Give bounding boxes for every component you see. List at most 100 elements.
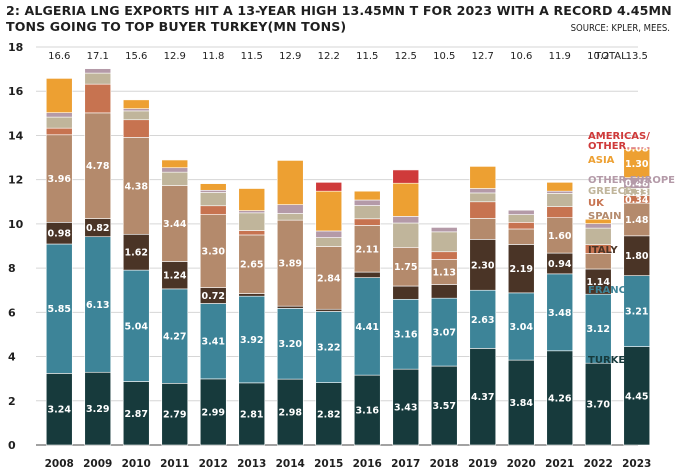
bar-value-label: 6.13	[86, 300, 109, 311]
bar-segment	[430, 297, 458, 367]
bar-segment	[122, 119, 150, 138]
bar-segment	[392, 285, 420, 300]
bar-value-label: 2.98	[279, 408, 303, 419]
bar-stack-2015: 2.82 3.22 2.84	[315, 182, 343, 446]
bar-value-label: 1.80	[625, 251, 649, 262]
bar-segment	[315, 308, 343, 312]
bar-value-label: 1.60	[548, 231, 572, 242]
bar-value-label: 5.85	[48, 304, 71, 315]
bar-segment	[469, 289, 497, 349]
legend-entry-turkey: TURKEY	[588, 355, 633, 366]
x-tick-label: 2015	[314, 458, 343, 470]
bar-segment	[584, 268, 612, 295]
bar-segment	[276, 204, 304, 214]
bar-segment	[584, 227, 612, 245]
bar-value-label: 1.48	[625, 215, 649, 226]
x-tick-label: 2008	[45, 458, 74, 470]
bar-segment	[623, 346, 651, 446]
bar-segment	[546, 206, 574, 218]
bar-segment	[238, 293, 266, 297]
bar-value-label: 2.19	[510, 264, 533, 275]
bar-value-label: 3.16	[356, 406, 380, 417]
total-label: 11.5	[356, 51, 378, 62]
bar-segment	[430, 231, 458, 253]
totals-row-label: TOTAL	[594, 51, 627, 62]
bar-value-label: 3.20	[279, 339, 303, 350]
bar-segment	[45, 134, 73, 223]
bar-value-label: 3.48	[548, 308, 572, 319]
bar-value-label: 2.65	[240, 260, 263, 271]
bar-segment	[392, 216, 420, 224]
y-tick-label: 2	[8, 395, 16, 408]
bar-value-label: 0.48	[625, 178, 649, 189]
bar-value-label: 0.72	[202, 291, 225, 302]
bar-value-label: 3.07	[433, 328, 456, 339]
bar-value-label: 3.21	[625, 307, 648, 318]
bar-segment	[353, 374, 381, 446]
bar-segment	[430, 259, 458, 285]
bar-segment	[315, 311, 343, 383]
bar-segment	[507, 359, 535, 446]
bar-segment	[122, 381, 150, 446]
total-label: 15.6	[125, 51, 147, 62]
bar-segment	[623, 146, 651, 150]
y-axis-ticks: 0 2 4 6 8 10 12 14 16 18	[8, 41, 24, 452]
bar-segment	[469, 218, 497, 240]
y-tick-label: 10	[8, 218, 24, 231]
bar-value-label: 2.99	[202, 407, 225, 418]
bar-value-label: 3.24	[48, 405, 72, 416]
bar-value-label: 3.92	[240, 335, 263, 346]
bar-segment	[392, 182, 420, 217]
bar-segment	[122, 108, 150, 112]
bar-value-label: 0.94	[548, 259, 572, 270]
bar-segment	[469, 348, 497, 446]
bar-segment	[161, 167, 189, 173]
legend-entry-greece: GREECE	[588, 186, 632, 197]
y-tick-label: 12	[8, 174, 23, 187]
bar-segment	[238, 188, 266, 211]
bar-segment	[469, 239, 497, 291]
y-tick-label: 14	[8, 129, 24, 142]
bar-value-label: 3.12	[587, 324, 610, 335]
bar-value-label: 0.98	[48, 229, 72, 240]
bar-segment	[392, 222, 420, 248]
total-label: 10.5	[433, 51, 455, 62]
bar-value-label: 1.13	[433, 267, 456, 278]
bar-value-label: 4.45	[625, 391, 648, 402]
total-label: 13.5	[626, 51, 648, 62]
x-tick-label: 2009	[83, 458, 112, 470]
x-tick-label: 2011	[160, 458, 189, 470]
bar-segment	[584, 293, 612, 364]
bar-segment	[315, 182, 343, 192]
bar-stack-2019: 4.37 2.63 2.30	[469, 166, 497, 446]
chart-source: SOURCE: KPLER, MEES.	[570, 23, 670, 34]
bar-value-label: 5.04	[125, 321, 149, 332]
bar-segment	[199, 214, 227, 288]
total-label: 17.1	[87, 51, 109, 62]
bar-segment	[469, 201, 497, 219]
y-tick-label: 16	[8, 85, 24, 98]
x-tick-label: 2013	[237, 458, 266, 470]
total-label: 12.5	[395, 51, 417, 62]
bar-value-label: 3.84	[510, 398, 534, 409]
y-tick-label: 4	[8, 351, 16, 364]
bar-segment	[507, 228, 535, 245]
bar-segment	[276, 213, 304, 221]
bar-segment	[546, 273, 574, 352]
bar-value-label: 2.11	[356, 244, 379, 255]
bar-value-label: 0.08	[625, 144, 649, 155]
x-tick-label: 2022	[584, 458, 613, 470]
bar-segment	[199, 192, 227, 207]
bar-segment	[584, 223, 612, 229]
y-tick-label: 8	[8, 262, 16, 275]
legend-entry-other-europe: OTHER EUROPE	[588, 175, 675, 186]
bar-segment	[276, 160, 304, 205]
bar-segment	[238, 230, 266, 236]
x-axis-ticks: 2008 2009 2010 2011 2012 2013 2014 2015 2016 2017…	[45, 458, 652, 470]
bar-segment	[276, 308, 304, 380]
total-label: 11.8	[202, 51, 224, 62]
bar-segment	[45, 112, 73, 118]
bar-stack-2014: 2.98 3.20 3.89	[276, 160, 304, 446]
bar-segment	[546, 190, 574, 194]
bar-segment	[45, 127, 73, 136]
